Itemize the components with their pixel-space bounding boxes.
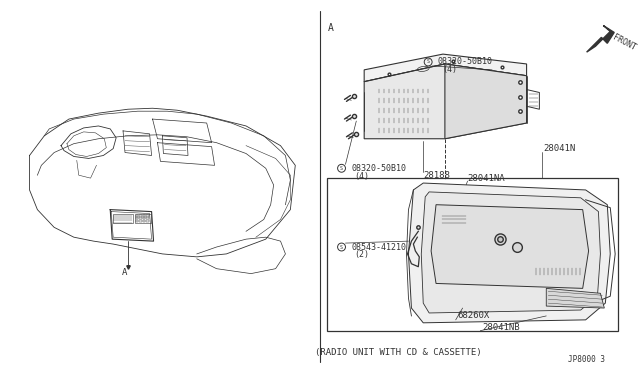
- Text: A: A: [328, 23, 333, 33]
- Bar: [143, 221, 145, 222]
- Bar: [440, 236, 447, 243]
- Bar: [136, 215, 138, 217]
- Bar: [136, 218, 138, 219]
- Polygon shape: [445, 64, 527, 139]
- Polygon shape: [431, 205, 589, 288]
- Text: A: A: [122, 268, 128, 277]
- Bar: [467, 210, 474, 217]
- Bar: [458, 218, 465, 225]
- Bar: [140, 221, 141, 222]
- Bar: [327, 178, 618, 331]
- Bar: [487, 254, 496, 261]
- Bar: [366, 93, 374, 107]
- Bar: [440, 218, 447, 225]
- Bar: [467, 227, 474, 234]
- Text: (4): (4): [442, 65, 457, 74]
- Text: S: S: [340, 166, 343, 171]
- Bar: [458, 210, 465, 217]
- Text: 28188: 28188: [423, 171, 450, 180]
- Bar: [534, 267, 584, 276]
- Polygon shape: [408, 183, 611, 323]
- Text: 08320-50B10: 08320-50B10: [351, 164, 406, 173]
- Bar: [377, 107, 431, 114]
- Bar: [440, 254, 449, 261]
- Bar: [499, 264, 508, 271]
- Text: 28041N: 28041N: [543, 144, 575, 153]
- Bar: [449, 227, 456, 234]
- Bar: [377, 97, 431, 104]
- Text: (RADIO UNIT WITH CD & CASSETTE): (RADIO UNIT WITH CD & CASSETTE): [316, 348, 482, 357]
- Bar: [452, 264, 461, 271]
- Bar: [146, 218, 148, 219]
- Bar: [463, 264, 472, 271]
- Bar: [458, 227, 465, 234]
- Bar: [476, 254, 484, 261]
- Polygon shape: [421, 192, 600, 313]
- Bar: [135, 214, 150, 224]
- Text: S: S: [340, 244, 343, 250]
- Bar: [534, 280, 582, 288]
- Polygon shape: [547, 288, 604, 308]
- Bar: [440, 245, 447, 252]
- Text: JP8000 3: JP8000 3: [568, 355, 605, 364]
- Text: 08543-41210: 08543-41210: [351, 243, 406, 251]
- Polygon shape: [587, 26, 614, 52]
- Bar: [146, 221, 148, 222]
- Text: 28041NA: 28041NA: [468, 174, 505, 183]
- Bar: [377, 87, 431, 94]
- Polygon shape: [364, 54, 527, 82]
- Polygon shape: [364, 64, 527, 139]
- Text: 08320-50B10: 08320-50B10: [438, 58, 493, 67]
- Bar: [440, 210, 447, 217]
- Bar: [143, 218, 145, 219]
- Bar: [440, 264, 449, 271]
- Bar: [449, 218, 456, 225]
- Bar: [146, 215, 148, 217]
- Bar: [136, 221, 138, 222]
- Text: FRONT: FRONT: [611, 32, 637, 52]
- Bar: [113, 214, 133, 224]
- Text: 28041NB: 28041NB: [483, 323, 520, 332]
- Bar: [467, 236, 474, 243]
- Bar: [377, 127, 431, 134]
- Bar: [499, 254, 508, 261]
- Bar: [487, 264, 496, 271]
- Bar: [463, 254, 472, 261]
- Text: (2): (2): [355, 250, 369, 259]
- Bar: [467, 245, 474, 252]
- Text: S: S: [427, 60, 429, 64]
- Bar: [440, 212, 468, 226]
- Bar: [377, 117, 431, 124]
- Bar: [366, 111, 374, 125]
- Bar: [476, 264, 484, 271]
- Bar: [140, 215, 141, 217]
- Text: (4): (4): [355, 171, 369, 181]
- Bar: [452, 254, 461, 261]
- Bar: [458, 236, 465, 243]
- Bar: [449, 210, 456, 217]
- Bar: [440, 227, 447, 234]
- Bar: [467, 218, 474, 225]
- Bar: [140, 218, 141, 219]
- Bar: [449, 245, 456, 252]
- Bar: [458, 245, 465, 252]
- Text: 68260X: 68260X: [458, 311, 490, 320]
- Bar: [449, 236, 456, 243]
- Bar: [143, 215, 145, 217]
